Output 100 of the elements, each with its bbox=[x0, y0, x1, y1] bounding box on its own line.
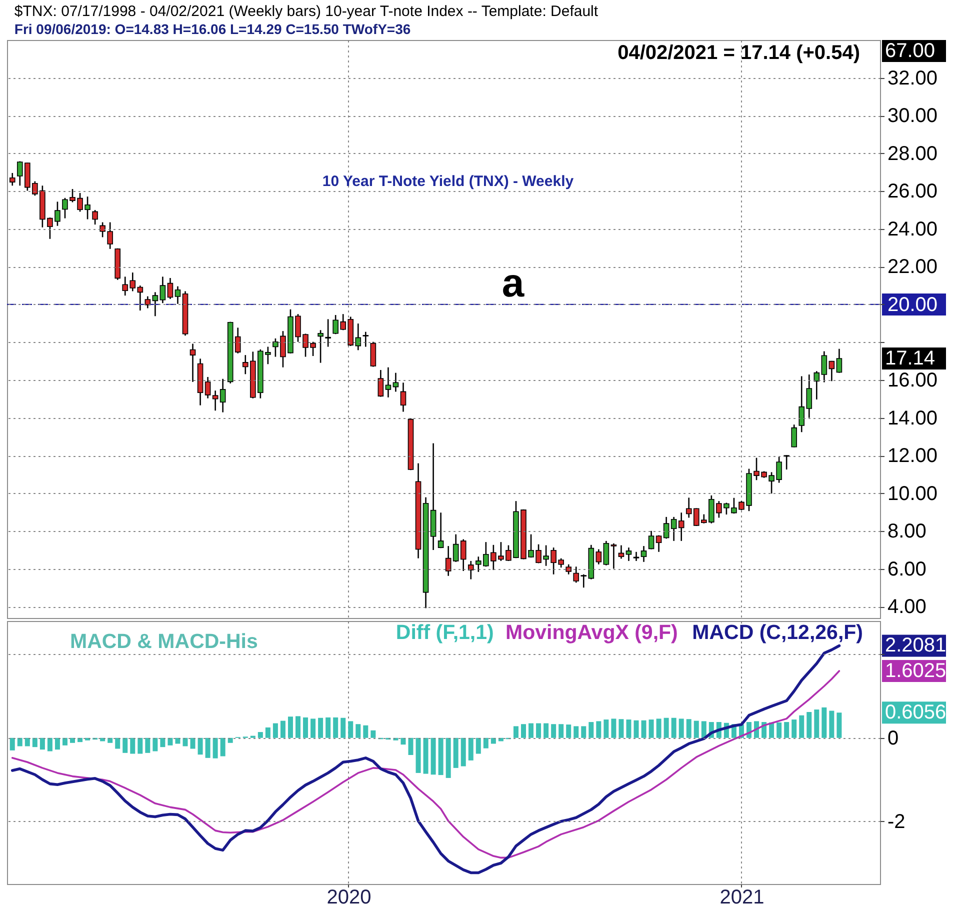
candlestick bbox=[167, 277, 174, 300]
candlestick bbox=[378, 369, 384, 398]
bar bbox=[303, 717, 308, 738]
chart-title: MACD & MACD-His bbox=[70, 630, 258, 653]
bar bbox=[648, 720, 654, 738]
y-tick-label: 14.00 bbox=[888, 407, 938, 430]
candlestick bbox=[626, 546, 632, 562]
annotation: 0.6056 bbox=[885, 702, 946, 724]
candlestick bbox=[656, 534, 662, 553]
bar bbox=[190, 738, 196, 749]
bar bbox=[521, 724, 526, 738]
bar bbox=[408, 738, 414, 756]
y-tick-label: 20.00 bbox=[888, 294, 938, 316]
y-tick-label: 6.00 bbox=[888, 558, 926, 580]
text: MovingAvgX (9,F) bbox=[506, 621, 678, 644]
bar bbox=[205, 738, 210, 758]
bar bbox=[356, 724, 361, 738]
bar bbox=[265, 727, 270, 738]
candlestick bbox=[318, 329, 324, 364]
chart-title: $TNX: 07/17/1998 - 04/02/2021 (Weekly bars) 10-year T-note Index -- Template: Default bbox=[14, 3, 599, 20]
bar bbox=[122, 738, 128, 753]
bar bbox=[664, 718, 669, 738]
bar bbox=[168, 738, 173, 746]
bar bbox=[310, 718, 316, 738]
bar bbox=[288, 716, 293, 738]
bar bbox=[634, 720, 639, 738]
bar bbox=[656, 718, 662, 738]
bar bbox=[47, 738, 52, 752]
annotation: 1.6025 bbox=[885, 660, 946, 682]
candlestick bbox=[452, 534, 459, 563]
bar bbox=[453, 738, 458, 768]
candlestick bbox=[438, 512, 444, 549]
bar bbox=[468, 738, 474, 760]
bar bbox=[536, 723, 542, 738]
candlestick bbox=[836, 348, 842, 374]
bar bbox=[671, 718, 676, 738]
bar bbox=[296, 716, 300, 738]
bar bbox=[806, 712, 812, 738]
text: 67.00 bbox=[885, 40, 936, 62]
bar bbox=[430, 738, 436, 775]
bar bbox=[528, 723, 534, 738]
bar bbox=[228, 738, 233, 743]
bar bbox=[551, 724, 556, 738]
bar bbox=[318, 718, 324, 738]
candlestick bbox=[370, 341, 376, 368]
x-tick-label: 2020 bbox=[326, 886, 372, 908]
candlestick bbox=[618, 544, 624, 560]
candlestick bbox=[610, 542, 617, 570]
bar bbox=[363, 725, 368, 738]
candlestick bbox=[603, 540, 610, 566]
legend-label: MACD (C,12,26,F) bbox=[692, 621, 863, 644]
candlestick bbox=[596, 548, 602, 566]
bar bbox=[10, 738, 15, 750]
x-tick-label: 2021 bbox=[720, 886, 764, 908]
bar bbox=[784, 722, 790, 738]
candlestick bbox=[633, 551, 640, 562]
y-tick-label: 8.00 bbox=[888, 520, 926, 543]
bar bbox=[483, 738, 488, 748]
bar bbox=[54, 738, 60, 750]
candlestick bbox=[648, 530, 654, 550]
bar bbox=[145, 738, 150, 753]
y-tick-label: 32.00 bbox=[888, 67, 938, 90]
candlestick bbox=[828, 360, 835, 382]
y-tick-label: 0 bbox=[888, 727, 899, 750]
candlestick bbox=[325, 318, 331, 348]
bar bbox=[108, 738, 113, 743]
y-tick-label: 16.00 bbox=[888, 370, 938, 392]
y-tick-label: 4.00 bbox=[888, 596, 926, 618]
bar bbox=[694, 720, 699, 738]
bar bbox=[822, 707, 827, 738]
bar bbox=[280, 720, 286, 738]
candlestick bbox=[92, 209, 98, 226]
annotation: 2.2081 bbox=[885, 634, 946, 657]
candlestick bbox=[385, 366, 392, 398]
annotation: 10 Year T-Note Yield (TNX) - Weekly bbox=[322, 173, 574, 190]
y-tick-label: 22.00 bbox=[888, 256, 938, 278]
bar bbox=[641, 720, 646, 738]
candlestick bbox=[460, 538, 466, 572]
bar bbox=[333, 717, 338, 738]
bar bbox=[596, 721, 602, 738]
bar bbox=[581, 726, 586, 738]
bar bbox=[340, 718, 346, 738]
bar bbox=[792, 720, 797, 738]
bar bbox=[130, 738, 136, 754]
bar bbox=[24, 738, 30, 746]
bar bbox=[829, 710, 834, 738]
bar bbox=[258, 732, 263, 738]
bar bbox=[446, 738, 451, 778]
y-tick-label: 12.00 bbox=[888, 445, 938, 468]
bar bbox=[152, 738, 158, 752]
bar bbox=[611, 718, 616, 738]
bar bbox=[138, 738, 143, 754]
chart-subtitle: Fri 09/06/2019: O=14.83 H=16.06 L=14.29 C=15.50 TWofY=36 bbox=[14, 21, 411, 37]
bar bbox=[17, 738, 22, 746]
bar bbox=[212, 738, 218, 758]
bar bbox=[182, 738, 188, 746]
bar bbox=[814, 710, 820, 738]
bar bbox=[776, 722, 782, 738]
candlestick bbox=[362, 331, 369, 348]
candlestick bbox=[670, 516, 677, 542]
